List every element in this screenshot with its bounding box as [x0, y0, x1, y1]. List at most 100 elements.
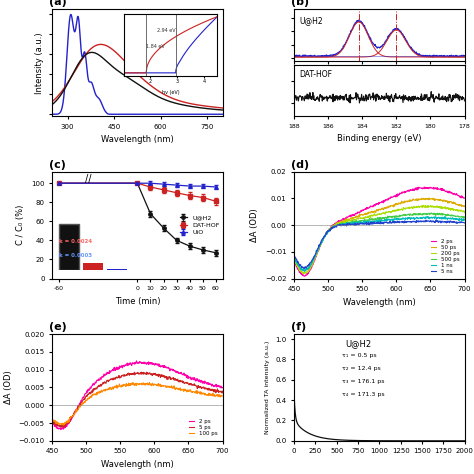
- 50 ps: [393, 201, 399, 207]
- Text: τ₃ = 176.1 ps: τ₃ = 176.1 ps: [342, 379, 384, 384]
- 5 ps: [151, 371, 157, 376]
- Text: U@H2: U@H2: [345, 339, 371, 348]
- 5 ns: [374, 219, 379, 225]
- 5 ns: [373, 220, 378, 226]
- 500 ps: [462, 214, 467, 220]
- 2 ps: [190, 376, 195, 382]
- 50 ps: [462, 203, 467, 209]
- 2 ps: [374, 202, 379, 208]
- 100 ps: [216, 392, 222, 398]
- 2 ps: [462, 195, 467, 201]
- 5 ps: [49, 418, 55, 424]
- 1 ns: [432, 216, 438, 221]
- 2 ps: [58, 427, 64, 432]
- 2 ps: [151, 361, 157, 367]
- 5 ns: [433, 217, 439, 223]
- 2 ps: [291, 257, 297, 263]
- 1 ns: [384, 216, 390, 222]
- 5 ps: [216, 388, 222, 394]
- Line: 200 ps: 200 ps: [294, 205, 465, 273]
- 500 ps: [374, 217, 379, 222]
- Legend: U@H2, DAT-HOF, UiO: U@H2, DAT-HOF, UiO: [180, 215, 219, 235]
- 5 ns: [291, 252, 297, 258]
- Line: 50 ps: 50 ps: [294, 198, 465, 273]
- Text: DAT-HOF: DAT-HOF: [299, 70, 332, 79]
- 50 ps: [291, 256, 297, 262]
- 2 ps: [458, 195, 464, 201]
- X-axis label: Wavelength (nm): Wavelength (nm): [101, 460, 173, 469]
- 50 ps: [426, 195, 432, 201]
- Y-axis label: ΔA (OD): ΔA (OD): [250, 208, 259, 242]
- 1 ns: [373, 219, 378, 225]
- 2 ps: [421, 184, 427, 190]
- 1 ns: [458, 217, 464, 222]
- Line: 5 ps: 5 ps: [52, 372, 223, 427]
- 2 ps: [134, 358, 139, 364]
- 100 ps: [132, 383, 137, 388]
- 200 ps: [462, 210, 467, 215]
- 1 ns: [291, 254, 297, 260]
- Text: (e): (e): [49, 322, 66, 332]
- 200 ps: [300, 271, 306, 276]
- 5 ps: [57, 424, 63, 430]
- 50 ps: [373, 209, 378, 214]
- 5 ps: [138, 369, 144, 375]
- 200 ps: [373, 212, 378, 218]
- 1 ns: [374, 218, 379, 224]
- 200 ps: [393, 209, 399, 214]
- Line: 500 ps: 500 ps: [294, 213, 465, 271]
- Text: U@H2: U@H2: [299, 16, 323, 25]
- X-axis label: Time (min): Time (min): [115, 297, 160, 306]
- 5 ps: [130, 371, 136, 377]
- 1 ns: [425, 214, 431, 219]
- 5 ps: [142, 370, 148, 376]
- 2 ps: [132, 360, 137, 365]
- 5 ns: [462, 220, 467, 226]
- Legend: 2 ps, 50 ps, 200 ps, 500 ps, 1 ns, 5 ns: 2 ps, 50 ps, 200 ps, 500 ps, 1 ns, 5 ns: [428, 237, 462, 276]
- 500 ps: [302, 268, 308, 274]
- 100 ps: [146, 380, 152, 385]
- 200 ps: [384, 209, 390, 215]
- Text: (f): (f): [291, 322, 306, 332]
- 200 ps: [291, 255, 297, 261]
- 500 ps: [428, 210, 434, 216]
- Line: 2 ps: 2 ps: [294, 187, 465, 276]
- Y-axis label: Intensity (a.u.): Intensity (a.u.): [35, 32, 44, 94]
- 5 ps: [132, 369, 137, 375]
- 200 ps: [374, 212, 379, 218]
- 50 ps: [374, 207, 379, 212]
- 500 ps: [393, 213, 399, 219]
- 2 ps: [393, 192, 399, 198]
- Y-axis label: Normalized TA intensity (a.u.): Normalized TA intensity (a.u.): [264, 341, 270, 434]
- Text: //: //: [85, 174, 92, 184]
- X-axis label: Binding energy (eV): Binding energy (eV): [337, 135, 421, 144]
- 2 ps: [373, 202, 378, 208]
- 5 ns: [393, 219, 399, 225]
- 2 ps: [49, 420, 55, 426]
- 50 ps: [458, 202, 464, 208]
- 500 ps: [432, 210, 438, 216]
- 100 ps: [142, 381, 147, 387]
- 1 ns: [301, 269, 307, 274]
- 100 ps: [49, 416, 55, 421]
- 200 ps: [458, 208, 464, 213]
- 5 ns: [384, 219, 390, 225]
- X-axis label: Wavelength (nm): Wavelength (nm): [101, 136, 173, 145]
- 100 ps: [130, 380, 136, 386]
- 5 ps: [190, 382, 195, 387]
- 100 ps: [151, 382, 157, 387]
- Line: 2 ps: 2 ps: [52, 361, 223, 429]
- Line: 1 ns: 1 ns: [294, 217, 465, 272]
- Legend: 2 ps, 5 ps, 100 ps: 2 ps, 5 ps, 100 ps: [187, 417, 220, 438]
- 5 ps: [220, 388, 226, 394]
- 100 ps: [220, 393, 226, 399]
- 200 ps: [432, 203, 438, 209]
- Line: 5 ns: 5 ns: [294, 220, 465, 269]
- Text: (d): (d): [291, 160, 309, 170]
- 1 ns: [462, 216, 467, 222]
- Text: τ₄ = 171.3 ps: τ₄ = 171.3 ps: [342, 392, 384, 397]
- 50 ps: [384, 205, 390, 211]
- Y-axis label: C / C₀ (%): C / C₀ (%): [17, 205, 26, 246]
- 500 ps: [291, 254, 297, 259]
- 5 ns: [431, 219, 437, 225]
